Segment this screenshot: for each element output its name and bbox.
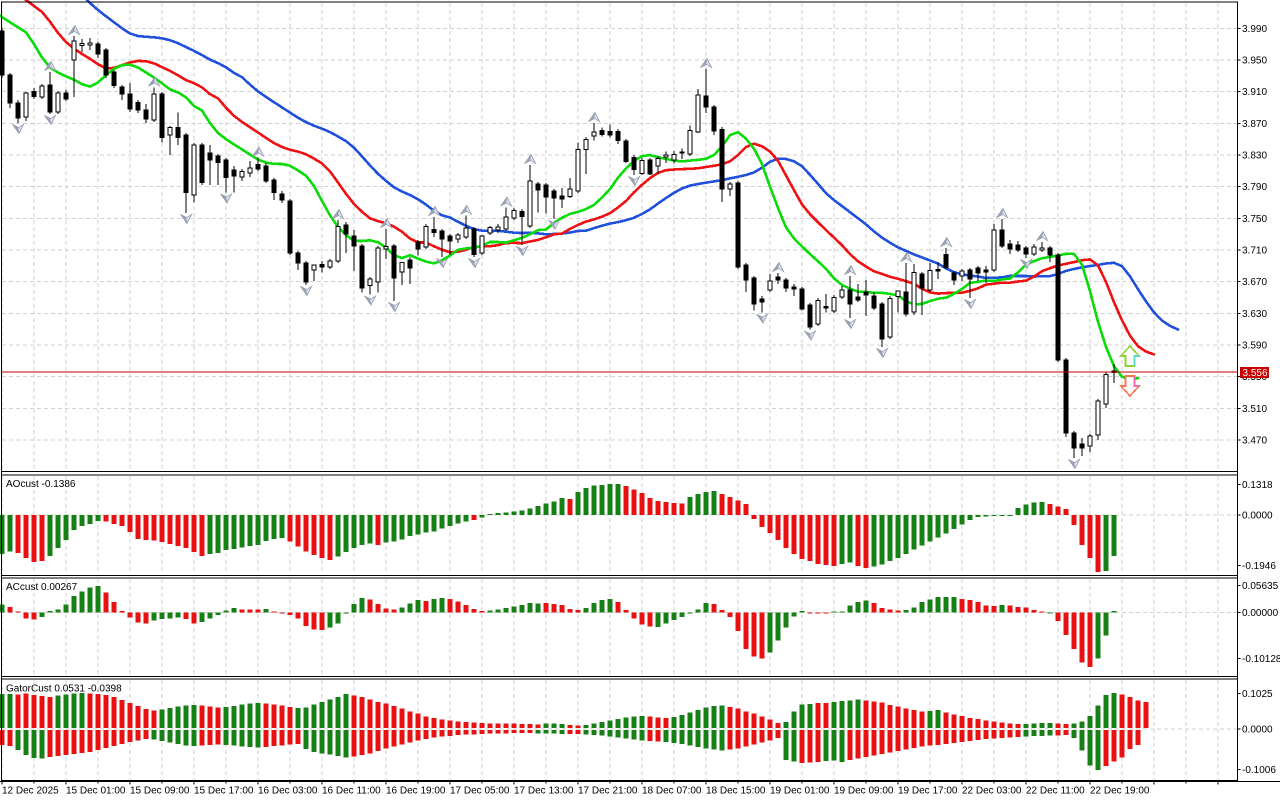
- svg-text:-0.1946: -0.1946: [1242, 561, 1276, 572]
- svg-text:3.950: 3.950: [1242, 56, 1267, 67]
- svg-text:15 Dec 09:00: 15 Dec 09:00: [130, 786, 190, 797]
- svg-text:3.910: 3.910: [1242, 87, 1267, 98]
- svg-text:17 Dec 21:00: 17 Dec 21:00: [578, 786, 638, 797]
- svg-text:3.990: 3.990: [1242, 24, 1267, 35]
- svg-text:16 Dec 03:00: 16 Dec 03:00: [258, 786, 318, 797]
- svg-text:18 Dec 07:00: 18 Dec 07:00: [642, 786, 702, 797]
- svg-text:0.0000: 0.0000: [1242, 725, 1273, 736]
- svg-text:0.1318: 0.1318: [1242, 480, 1273, 491]
- svg-text:15 Dec 01:00: 15 Dec 01:00: [66, 786, 126, 797]
- svg-text:22 Dec 11:00: 22 Dec 11:00: [1026, 786, 1085, 797]
- svg-text:-0.10128: -0.10128: [1242, 654, 1280, 665]
- svg-text:3.750: 3.750: [1242, 214, 1267, 225]
- svg-text:GatorCust 0.0531 -0.0398: GatorCust 0.0531 -0.0398: [6, 684, 122, 695]
- svg-text:3.830: 3.830: [1242, 151, 1267, 162]
- svg-text:3.556: 3.556: [1243, 368, 1268, 379]
- svg-text:-0.1006: -0.1006: [1242, 765, 1276, 776]
- svg-text:3.590: 3.590: [1242, 341, 1267, 352]
- svg-text:22 Dec 03:00: 22 Dec 03:00: [962, 786, 1022, 797]
- svg-text:AOcust -0.1386: AOcust -0.1386: [6, 479, 76, 490]
- svg-text:16 Dec 11:00: 16 Dec 11:00: [322, 786, 381, 797]
- svg-text:18 Dec 15:00: 18 Dec 15:00: [706, 786, 766, 797]
- svg-text:3.710: 3.710: [1242, 246, 1267, 257]
- svg-text:15 Dec 17:00: 15 Dec 17:00: [194, 786, 254, 797]
- svg-text:3.870: 3.870: [1242, 119, 1267, 130]
- svg-text:3.470: 3.470: [1242, 436, 1267, 447]
- svg-text:0.05635: 0.05635: [1242, 581, 1279, 592]
- svg-text:3.630: 3.630: [1242, 309, 1267, 320]
- svg-text:3.510: 3.510: [1242, 404, 1267, 415]
- svg-text:0.1025: 0.1025: [1242, 689, 1273, 700]
- svg-text:19 Dec 17:00: 19 Dec 17:00: [898, 786, 958, 797]
- svg-text:ACcust 0.00267: ACcust 0.00267: [6, 582, 78, 593]
- svg-text:22 Dec 19:00: 22 Dec 19:00: [1090, 786, 1150, 797]
- svg-text:19 Dec 09:00: 19 Dec 09:00: [834, 786, 894, 797]
- svg-text:17 Dec 13:00: 17 Dec 13:00: [514, 786, 574, 797]
- svg-text:19 Dec 01:00: 19 Dec 01:00: [770, 786, 830, 797]
- svg-text:3.790: 3.790: [1242, 182, 1267, 193]
- svg-text:3.670: 3.670: [1242, 277, 1267, 288]
- svg-text:17 Dec 05:00: 17 Dec 05:00: [450, 786, 510, 797]
- svg-text:12 Dec 2025: 12 Dec 2025: [2, 786, 59, 797]
- svg-text:0.0000: 0.0000: [1242, 511, 1273, 522]
- svg-text:16 Dec 19:00: 16 Dec 19:00: [386, 786, 446, 797]
- svg-text:0.00000: 0.00000: [1242, 608, 1279, 619]
